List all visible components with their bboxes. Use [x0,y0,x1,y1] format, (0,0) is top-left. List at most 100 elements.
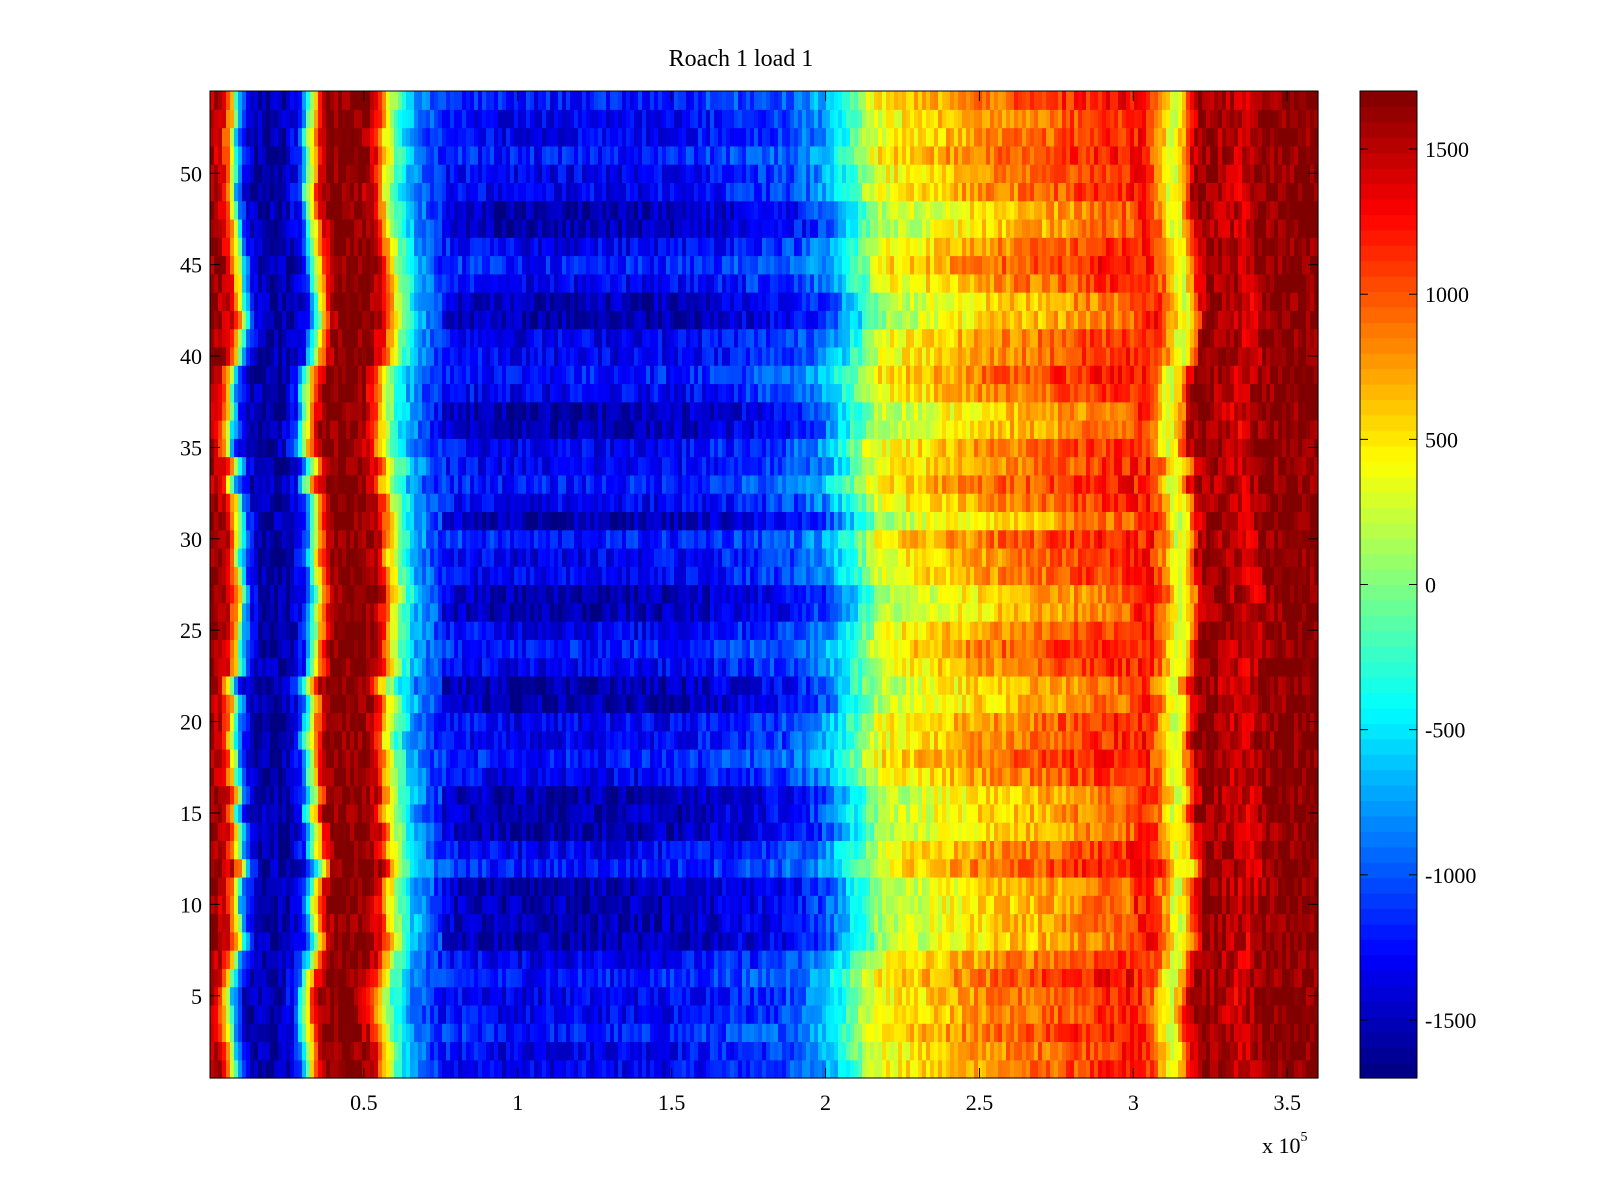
heatmap-cell [274,895,279,915]
heatmap-cell [986,986,991,1006]
heatmap-cell [1070,749,1075,768]
heatmap-cell [998,950,1003,969]
heatmap-cell [1290,1004,1295,1024]
heatmap-cell [1018,749,1023,768]
heatmap-cell [786,767,791,787]
heatmap-cell [658,749,663,768]
heatmap-cell [854,749,859,768]
heatmap-cell [1190,822,1195,841]
heatmap-cell [1206,858,1211,878]
heatmap-cell [1234,840,1239,860]
heatmap-cell [986,913,991,933]
heatmap-cell [422,1023,427,1043]
heatmap-cell [874,1004,879,1024]
heatmap-cell [1290,1059,1295,1079]
heatmap-cell [586,968,591,988]
heatmap-cell [974,950,979,969]
heatmap-cell [1146,785,1151,805]
heatmap-cell [882,749,887,768]
heatmap-cell [874,876,879,896]
heatmap-cell [1130,895,1135,915]
heatmap-cell [218,822,223,841]
heatmap-cell [942,749,947,768]
heatmap-cell [718,1023,723,1043]
heatmap-cell [530,803,535,823]
heatmap-cell [1006,767,1011,787]
heatmap-cell [658,913,663,933]
heatmap-cell [1090,968,1095,988]
heatmap-cell [910,931,915,951]
heatmap-cell [406,1059,411,1079]
heatmap-cell [1250,803,1255,823]
heatmap-cell [294,840,299,860]
heatmap-cell [330,1023,335,1043]
heatmap-cell [698,950,703,969]
heatmap-cell [366,803,371,823]
heatmap-cell [742,895,747,915]
heatmap-cell [422,968,427,988]
heatmap-cell [1146,876,1151,896]
heatmap-cell [230,1023,235,1043]
heatmap-cell [1266,822,1271,841]
heatmap-cell [922,931,927,951]
heatmap-cell [926,767,931,787]
heatmap-cell [1302,1023,1307,1043]
heatmap-cell [930,1023,935,1043]
heatmap-cell [642,749,647,768]
heatmap-cell [590,749,595,768]
heatmap-cell [814,803,819,823]
heatmap-cell [282,803,287,823]
heatmap-cell [910,749,915,768]
heatmap-cell [554,803,559,823]
heatmap-cell [510,858,515,878]
heatmap-cell [886,876,891,896]
heatmap-cell [1150,950,1155,969]
heatmap-cell [942,785,947,805]
heatmap-cell [686,822,691,841]
heatmap-cell [1014,1023,1019,1043]
heatmap-cell [714,913,719,933]
heatmap-cell [1054,749,1059,768]
heatmap-cell [914,749,919,768]
heatmap-cell [1098,767,1103,787]
heatmap-cell [1226,1004,1231,1024]
heatmap-cell [354,785,359,805]
heatmap-cell [798,1041,803,1061]
heatmap-cell [370,803,375,823]
heatmap-cell [766,840,771,860]
heatmap-cell [802,822,807,841]
heatmap-cell [854,822,859,841]
heatmap-cell [1234,822,1239,841]
heatmap-cell [542,1004,547,1024]
heatmap-cell [554,1023,559,1043]
heatmap-cell [974,913,979,933]
heatmap-cell [830,968,835,988]
heatmap-cell [354,1004,359,1024]
heatmap-cell [1286,1023,1291,1043]
heatmap-cell [374,767,379,787]
heatmap-cell [1002,1041,1007,1061]
heatmap-cell [670,913,675,933]
heatmap-cell [514,822,519,841]
heatmap-cell [1126,1041,1131,1061]
heatmap-cell [482,1004,487,1024]
heatmap-cell [574,1023,579,1043]
heatmap-cell [1246,840,1251,860]
heatmap-cell [614,1041,619,1061]
heatmap-cell [498,986,503,1006]
heatmap-cell [298,913,303,933]
heatmap-cell [722,858,727,878]
heatmap-cell [1050,785,1055,805]
heatmap-cell [814,1004,819,1024]
heatmap-cell [262,803,267,823]
chart-title: Roach 1 load 1 [669,46,814,72]
heatmap-cell [410,767,415,787]
heatmap-cell [234,1004,239,1024]
heatmap-cell [634,822,639,841]
heatmap-cell [262,931,267,951]
heatmap-cell [270,785,275,805]
heatmap-cell [566,785,571,805]
heatmap-cell [514,1004,519,1024]
heatmap-cell [770,913,775,933]
heatmap-cell [1302,858,1307,878]
